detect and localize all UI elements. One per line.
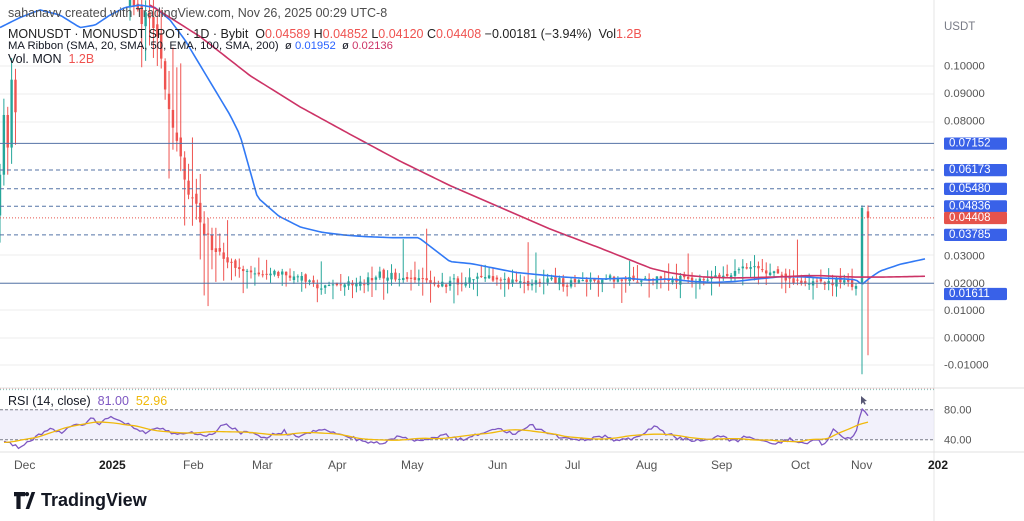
svg-text:0.03785: 0.03785 bbox=[949, 229, 991, 241]
svg-text:80.00: 80.00 bbox=[944, 405, 972, 417]
svg-text:USDT: USDT bbox=[944, 21, 975, 33]
svg-text:0.03000: 0.03000 bbox=[944, 251, 985, 263]
svg-text:0.01000: 0.01000 bbox=[944, 305, 985, 317]
svg-text:40.00: 40.00 bbox=[944, 435, 972, 447]
svg-text:0.06173: 0.06173 bbox=[949, 164, 991, 176]
svg-text:0.07152: 0.07152 bbox=[949, 138, 991, 150]
svg-text:0.01611: 0.01611 bbox=[949, 288, 990, 300]
svg-text:-0.01000: -0.01000 bbox=[944, 360, 989, 372]
svg-text:0.00000: 0.00000 bbox=[944, 333, 985, 345]
svg-text:0.04836: 0.04836 bbox=[949, 200, 991, 212]
svg-text:0.05480: 0.05480 bbox=[949, 183, 991, 195]
svg-text:0.08000: 0.08000 bbox=[944, 116, 985, 128]
svg-text:0.10000: 0.10000 bbox=[944, 61, 985, 73]
svg-text:0.04408: 0.04408 bbox=[949, 212, 991, 224]
svg-text:0.09000: 0.09000 bbox=[944, 88, 985, 100]
